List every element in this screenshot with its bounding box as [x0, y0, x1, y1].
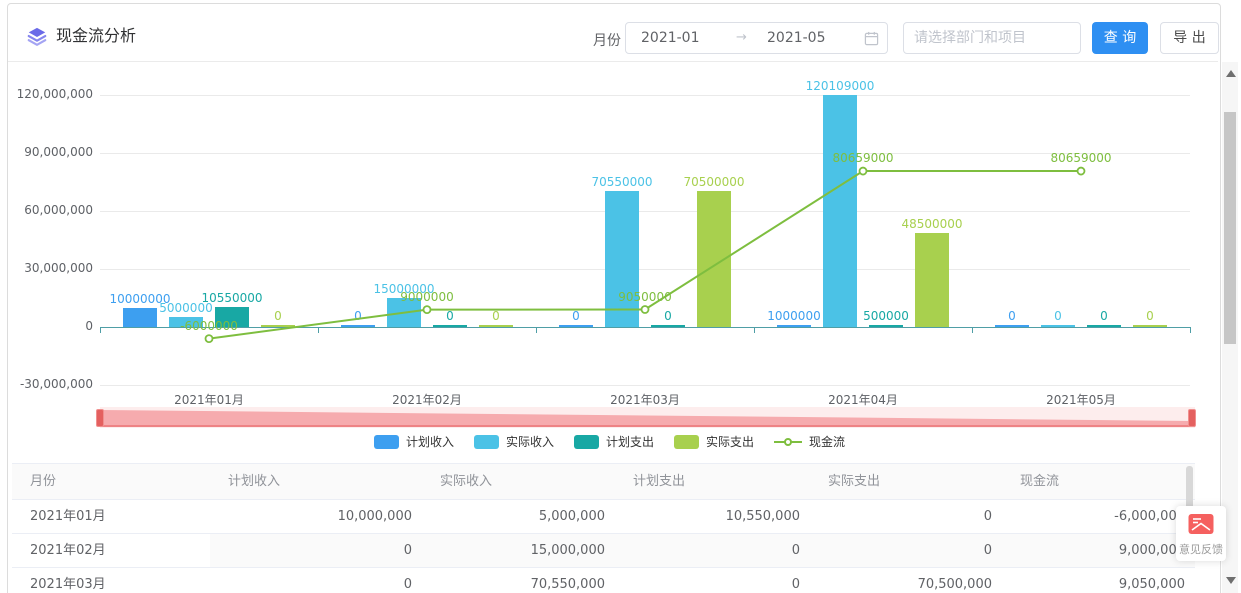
table-header-cell: 月份: [30, 474, 57, 489]
legend-label: 实际收入: [505, 435, 554, 449]
table-cell: 0: [810, 534, 1002, 567]
date-start-value[interactable]: 2021-01: [641, 30, 700, 46]
table-cell: 10,000,000: [337, 509, 412, 524]
header-divider: [8, 61, 1218, 62]
table-scrollbar-thumb[interactable]: [1186, 466, 1193, 512]
calendar-icon[interactable]: [864, 31, 879, 50]
table-cell: 70,550,000: [530, 577, 605, 592]
table-cell: 70,500,000: [917, 577, 992, 592]
table-cell: 9,000,000: [1002, 534, 1195, 567]
scrollbar-down-arrow[interactable]: [1226, 577, 1236, 584]
table-cell: 0: [403, 577, 412, 592]
query-button[interactable]: 查 询: [1092, 22, 1148, 54]
scrollbar-up-arrow[interactable]: [1226, 70, 1236, 77]
table-header-row: 月份 计划收入 实际收入 计划支出 实际支出 现金流: [12, 463, 1195, 500]
table-cell: 5,000,000: [538, 509, 605, 524]
cashflow-table: 月份 计划收入 实际收入 计划支出 实际支出 现金流 2021年01月 10,000,000 5…: [12, 463, 1195, 593]
legend-item-现金流[interactable]: 现金流: [774, 433, 845, 450]
table-header-cell: 实际支出: [828, 474, 881, 489]
legend-item-实际支出[interactable]: 实际支出: [674, 433, 754, 450]
table-header-cell: 计划支出: [633, 474, 686, 489]
feedback-label: 意见反馈: [1179, 543, 1223, 556]
layers-icon: [26, 26, 48, 48]
envelope-icon: [1176, 513, 1226, 539]
table-header-cell: 现金流: [1020, 474, 1060, 489]
table-cell: 0: [791, 577, 800, 592]
legend-color-chip: [373, 434, 399, 449]
month-label: 月份: [593, 33, 621, 49]
date-range-arrow: →: [736, 30, 747, 45]
table-cell: 2021年01月: [12, 500, 210, 533]
table-cell: -6,000,000: [1114, 509, 1185, 524]
table-cell: 0: [983, 509, 992, 524]
table-cell: 2021年02月: [12, 534, 210, 567]
table-header-cell: 计划收入: [228, 474, 281, 489]
chart-legend: 计划收入 实际收入 计划支出 实际支出 现金流: [0, 433, 1219, 450]
table-row[interactable]: 2021年03月 0 70,550,000 0 70,500,000 9,050,000: [12, 568, 1195, 593]
table-cell: 9,050,000: [1118, 577, 1185, 592]
table-cell: 0: [210, 534, 422, 567]
feedback-widget[interactable]: 意见反馈: [1176, 506, 1226, 561]
scrollbar-thumb[interactable]: [1224, 112, 1236, 344]
table-header-cell: 实际收入: [440, 474, 493, 489]
table-cell: 2021年03月: [12, 568, 210, 593]
legend-label: 计划支出: [605, 435, 654, 449]
legend-color-chip: [573, 434, 599, 449]
dept-project-input[interactable]: [903, 22, 1081, 54]
datazoom-slider[interactable]: [100, 407, 1195, 428]
legend-label: 计划收入: [405, 435, 454, 449]
line-marker-icon: [774, 435, 803, 449]
table-cell: 10,550,000: [725, 509, 800, 524]
page-title: 现金流分析: [56, 26, 137, 45]
legend-item-计划收入[interactable]: 计划收入: [373, 433, 454, 450]
export-button[interactable]: 导 出: [1160, 22, 1219, 54]
table-row[interactable]: 2021年02月 0 15,000,000 0 0 9,000,000: [12, 534, 1195, 568]
legend-label: 现金流: [809, 435, 846, 449]
table-row[interactable]: 2021年01月 10,000,000 5,000,000 10,550,000 0 -6…: [12, 500, 1195, 534]
datazoom-left-handle[interactable]: [96, 409, 104, 427]
table-cell: 0: [615, 534, 810, 567]
datazoom-baseline: [100, 425, 1195, 427]
legend-color-chip: [473, 434, 499, 449]
datazoom-right-handle[interactable]: [1188, 409, 1196, 427]
datazoom-preview-area: [100, 410, 1195, 425]
legend-item-实际收入[interactable]: 实际收入: [473, 433, 554, 450]
table-cell: 15,000,000: [422, 534, 615, 567]
legend-label: 实际支出: [706, 435, 755, 449]
legend-color-chip: [674, 434, 699, 449]
date-end-value[interactable]: 2021-05: [767, 30, 826, 46]
legend-item-计划支出[interactable]: 计划支出: [573, 433, 654, 450]
date-range-picker[interactable]: 2021-01 → 2021-05: [625, 22, 888, 54]
